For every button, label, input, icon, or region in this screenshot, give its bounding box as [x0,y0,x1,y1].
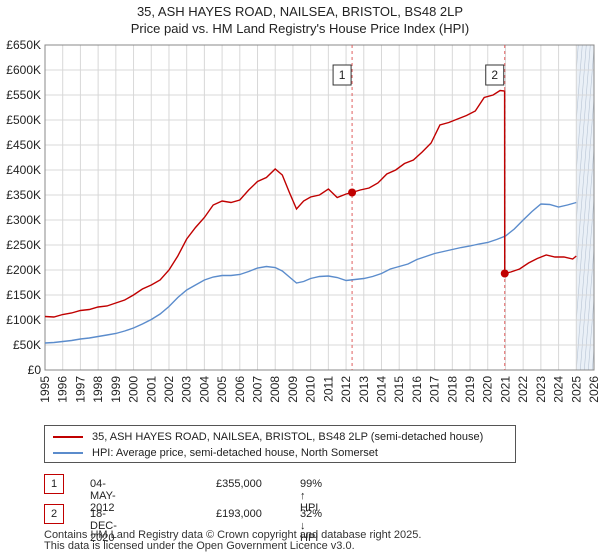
plot-area [45,45,594,370]
transaction-number-badge: 2 [44,504,64,524]
sale-point-marker [348,188,357,197]
x-tick-label: 2023 [534,376,548,403]
transaction-price: £355,000 [216,478,262,490]
chart-title-line-2: Price paid vs. HM Land Registry's House … [130,21,470,36]
x-tick-label: 2002 [162,376,176,403]
forecast-hatch [579,194,595,370]
y-tick-label: £200K [6,263,41,277]
transaction-hpi-comparison: 32% ↓ HPI [300,508,323,544]
x-tick-label: 2019 [463,376,477,403]
hpi-line [44,201,577,344]
x-tick-label: 2011 [321,376,335,402]
y-tick-label: £550K [6,88,41,102]
x-tick-label: 2012 [339,376,353,403]
annotation-label: 2 [491,68,498,82]
x-tick-label: 2020 [481,376,495,403]
x-tick-label: 2024 [552,376,566,403]
x-tick-label: 2001 [144,376,158,403]
x-tick-label: 2010 [304,376,318,403]
y-tick-label: £100K [6,313,41,327]
x-tick-label: 2016 [410,376,424,403]
chart-title-line-1: 35, ASH HAYES ROAD, NAILSEA, BRISTOL, BS… [136,4,464,19]
plot-frame [44,44,595,371]
footer-attribution: Contains HM Land Registry data © Crown c… [44,530,421,552]
y-tick-label: £600K [6,63,41,77]
x-tick-label: 2017 [428,376,442,403]
x-tick-label: 2000 [127,376,141,403]
x-tick-label: 2022 [516,376,530,403]
legend-item-property: 35, ASH HAYES ROAD, NAILSEA, BRISTOL, BS… [53,429,483,445]
property-price-line [44,89,577,318]
forecast-hatch [596,45,600,370]
x-tick-label: 1996 [56,376,70,403]
transaction-number-badge: 1 [44,474,64,494]
y-tick-label: £150K [6,288,41,302]
x-tick-label: 2008 [268,376,282,403]
y-tick-label: £0 [28,363,42,377]
x-tick-label: 2005 [215,376,229,403]
x-tick-label: 2007 [251,376,265,403]
annotation-box [485,64,505,86]
legend: 35, ASH HAYES ROAD, NAILSEA, BRISTOL, BS… [44,425,516,463]
price-chart: £0 £50K £100K £150K £200K £250K £300K £350K £400… [6,38,600,403]
footer-line-2: This data is licensed under the Open Gov… [44,540,355,552]
y-tick-label: £650K [6,38,41,52]
x-tick-label: 2021 [498,376,512,403]
hpi-line-swatch [53,452,83,454]
forecast-hatch [576,144,595,370]
x-tick-label: 2006 [233,376,247,403]
y-tick-label: £350K [6,188,41,202]
x-tick-label: 2014 [374,376,388,403]
x-tick-label: 2003 [180,376,194,403]
transaction-date: 04-MAY-2012 [90,478,116,514]
footer-line-1: Contains HM Land Registry data © Crown c… [44,529,422,541]
x-tick-label: 1998 [91,376,105,403]
x-tick-label: 2026 [587,376,600,403]
x-tick-label: 2015 [392,376,406,403]
x-tick-label: 2018 [445,376,459,403]
legend-property-label: 35, ASH HAYES ROAD, NAILSEA, BRISTOL, BS… [92,431,484,443]
forecast-hatch [576,45,591,224]
y-tick-label: £250K [6,238,41,252]
x-tick-label: 2009 [286,376,300,403]
sale-point-marker [500,269,509,278]
forecast-hatch [576,45,583,124]
forecast-hatch [583,244,595,370]
y-tick-label: £500K [6,113,41,127]
transaction-hpi-comparison: 99% ↑ HPI [300,478,323,514]
x-tick-label: 1995 [38,376,52,403]
legend-item-hpi: HPI: Average price, semi-detached house,… [53,445,378,461]
forecast-hatch [576,45,587,174]
x-tick-label: 1997 [73,376,87,403]
annotation-box [332,64,352,86]
transaction-date: 18-DEC-2020 [90,508,117,544]
property-line-swatch [53,436,83,438]
x-tick-label: 2013 [357,376,371,403]
y-tick-label: £400K [6,163,41,177]
legend-hpi-label: HPI: Average price, semi-detached house,… [92,447,378,459]
y-tick-label: £300K [6,213,41,227]
forecast-hatch [576,45,595,274]
y-tick-label: £450K [6,138,41,152]
y-tick-label: £50K [13,338,41,352]
x-tick-label: 2025 [569,376,583,403]
annotation-label: 1 [339,68,346,82]
forecast-hatch [587,294,595,370]
x-tick-label: 1999 [109,376,123,403]
transaction-price: £193,000 [216,508,262,520]
x-tick-label: 2004 [197,376,211,403]
